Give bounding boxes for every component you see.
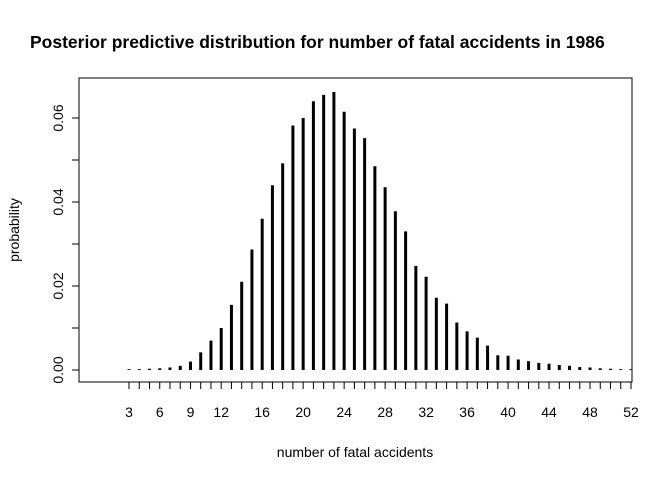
x-tick-label: 16 <box>254 404 270 420</box>
x-tick-label: 12 <box>213 404 229 420</box>
x-tick-label: 52 <box>623 404 639 420</box>
x-tick-label: 3 <box>125 404 133 420</box>
x-tick-label: 32 <box>418 404 434 420</box>
x-tick-label: 48 <box>582 404 598 420</box>
x-axis-title: number of fatal accidents <box>277 444 433 460</box>
x-tick-label: 44 <box>541 404 557 420</box>
y-axis: 0.00 0.02 0.04 0.06 <box>50 104 80 384</box>
x-tick-label: 9 <box>187 404 195 420</box>
x-tick-label: 20 <box>295 404 311 420</box>
x-tick-label: 40 <box>500 404 516 420</box>
bars <box>127 91 633 370</box>
chart-title: Posterior predictive distribution for nu… <box>30 32 605 52</box>
x-tick-label: 36 <box>459 404 475 420</box>
x-tick-label: 6 <box>156 404 164 420</box>
y-axis-title: probability <box>6 198 22 262</box>
y-tick-label: 0.06 <box>50 104 66 131</box>
x-tick-label: 28 <box>377 404 393 420</box>
y-tick-label: 0.04 <box>50 188 66 215</box>
x-tick-label: 24 <box>336 404 352 420</box>
y-tick-label: 0.02 <box>50 272 66 299</box>
y-tick-label: 0.00 <box>50 356 66 383</box>
x-axis: 3 6 9 12 16 20 24 28 32 36 40 44 48 52 <box>125 381 639 420</box>
